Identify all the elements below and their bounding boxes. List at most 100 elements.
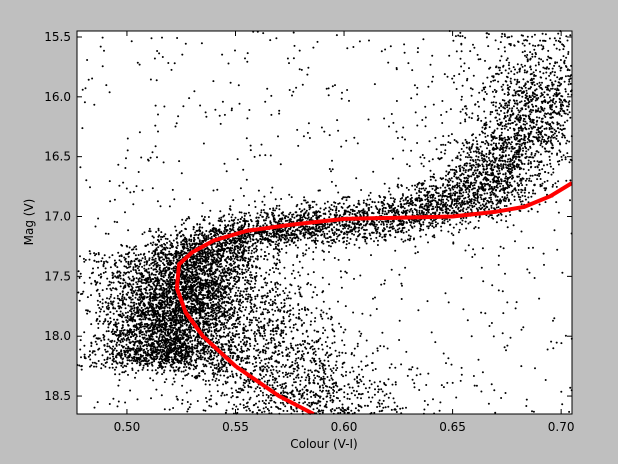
data-point bbox=[231, 244, 234, 247]
data-point bbox=[169, 234, 172, 237]
data-point bbox=[246, 220, 249, 223]
data-point bbox=[472, 150, 475, 153]
data-point bbox=[275, 207, 278, 210]
data-point bbox=[286, 219, 289, 222]
data-point bbox=[329, 208, 332, 211]
data-point bbox=[540, 140, 543, 143]
data-point bbox=[106, 356, 109, 359]
data-point bbox=[204, 346, 207, 349]
data-point bbox=[152, 347, 154, 350]
data-point bbox=[377, 201, 380, 204]
data-point bbox=[489, 194, 492, 197]
data-point bbox=[161, 248, 164, 251]
data-point bbox=[249, 271, 252, 274]
data-point bbox=[381, 212, 384, 215]
data-point bbox=[94, 340, 97, 343]
data-point bbox=[458, 167, 461, 170]
data-point bbox=[346, 236, 349, 239]
data-point bbox=[278, 248, 281, 251]
data-point bbox=[423, 218, 426, 221]
data-point bbox=[483, 192, 486, 195]
data-point bbox=[282, 236, 284, 239]
data-point bbox=[148, 250, 150, 253]
data-point bbox=[344, 227, 346, 229]
data-point bbox=[314, 237, 317, 240]
data-point bbox=[551, 87, 554, 90]
data-point bbox=[420, 187, 423, 190]
data-point bbox=[245, 249, 248, 252]
data-point bbox=[114, 307, 117, 310]
data-point bbox=[112, 300, 115, 303]
data-point bbox=[536, 160, 539, 163]
data-point bbox=[517, 189, 520, 191]
data-point bbox=[458, 228, 461, 231]
data-point bbox=[362, 208, 365, 211]
data-point bbox=[387, 190, 390, 193]
data-point bbox=[520, 134, 523, 137]
data-point bbox=[229, 252, 232, 255]
data-point bbox=[260, 233, 263, 236]
data-point bbox=[119, 292, 122, 295]
data-point bbox=[351, 232, 354, 235]
data-point bbox=[510, 136, 513, 139]
data-point bbox=[400, 205, 403, 208]
data-point bbox=[238, 242, 241, 245]
data-point bbox=[111, 347, 114, 350]
data-point bbox=[118, 255, 121, 258]
data-point bbox=[360, 209, 363, 212]
data-point bbox=[461, 223, 463, 226]
data-point bbox=[490, 167, 493, 169]
data-point bbox=[489, 180, 492, 183]
data-point bbox=[155, 353, 158, 356]
data-point bbox=[532, 143, 535, 146]
data-point bbox=[513, 168, 516, 170]
data-point bbox=[125, 343, 128, 346]
data-point bbox=[354, 230, 357, 233]
data-point bbox=[553, 136, 556, 139]
data-point bbox=[283, 238, 286, 241]
data-point bbox=[208, 279, 211, 282]
data-point bbox=[513, 147, 516, 149]
data-point bbox=[94, 353, 97, 356]
data-point bbox=[381, 236, 384, 239]
data-point bbox=[374, 225, 377, 228]
data-point bbox=[180, 370, 183, 373]
data-point bbox=[430, 222, 432, 225]
data-point bbox=[168, 361, 171, 364]
data-point bbox=[134, 289, 137, 292]
data-point bbox=[377, 226, 380, 229]
data-point bbox=[520, 100, 523, 103]
data-point bbox=[460, 187, 463, 190]
data-point bbox=[387, 209, 390, 212]
data-point bbox=[505, 175, 508, 178]
data-point bbox=[95, 365, 98, 368]
data-point bbox=[551, 127, 554, 130]
data-point bbox=[287, 234, 290, 236]
data-point bbox=[430, 185, 433, 188]
data-point bbox=[413, 225, 416, 228]
data-point bbox=[539, 172, 542, 175]
data-point bbox=[461, 203, 464, 206]
data-point bbox=[267, 216, 270, 219]
data-point bbox=[469, 221, 472, 224]
data-point bbox=[178, 254, 181, 257]
data-point bbox=[299, 214, 302, 217]
data-point bbox=[476, 143, 479, 146]
data-point bbox=[240, 235, 243, 238]
data-point bbox=[252, 238, 255, 241]
data-point bbox=[134, 269, 137, 272]
data-point bbox=[296, 254, 299, 257]
data-point bbox=[500, 137, 503, 140]
data-point bbox=[556, 113, 558, 115]
data-point bbox=[495, 142, 498, 145]
data-point bbox=[485, 183, 488, 186]
data-point bbox=[164, 333, 167, 336]
data-point bbox=[162, 346, 165, 349]
data-point bbox=[103, 335, 106, 338]
data-point bbox=[362, 214, 365, 217]
data-point bbox=[130, 270, 132, 273]
data-point bbox=[553, 74, 556, 77]
data-point bbox=[426, 190, 429, 193]
data-point bbox=[567, 105, 570, 108]
data-point bbox=[473, 184, 476, 187]
